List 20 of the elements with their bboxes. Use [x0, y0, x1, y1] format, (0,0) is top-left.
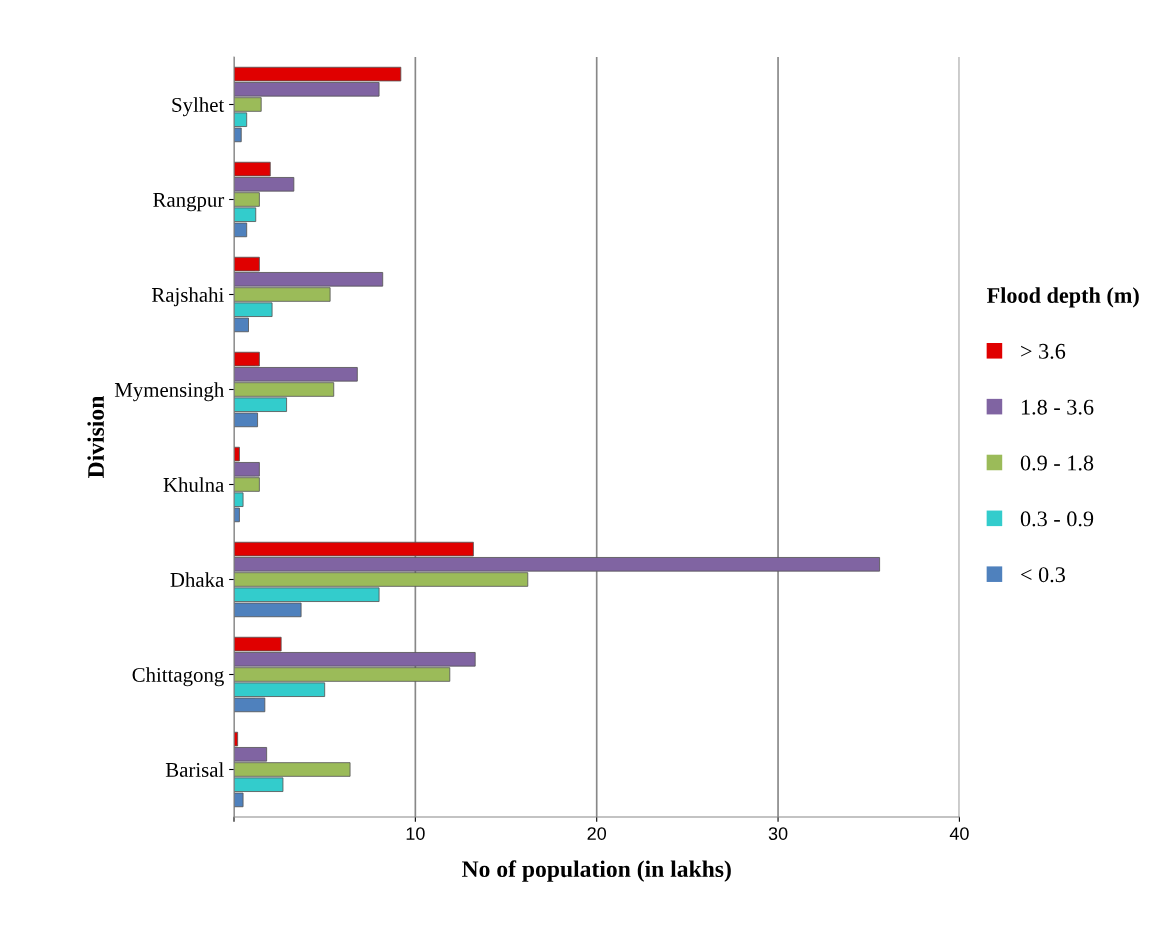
y-tick-label: Barisal [165, 762, 224, 777]
legend-label: 1.8 - 3.6 [1021, 399, 1094, 415]
y-tick-label: Mymensingh [114, 382, 224, 402]
y-tick-label: Rajshahi [151, 287, 224, 307]
legend-label: 0.9 - 1.8 [1020, 455, 1094, 471]
y-tick-label: Sylhet [172, 97, 225, 117]
x-tick-label: 10 [406, 827, 425, 840]
x-axis-title: No of population (in lakhs) [462, 860, 731, 882]
legend-label: < 0.3 [1021, 567, 1065, 583]
legend-label: > 3.6 [1021, 343, 1066, 359]
x-tick-label: 30 [768, 827, 788, 840]
y-tick-label: Dhaka [170, 572, 224, 587]
legend-label: 0.3 - 0.9 [1020, 511, 1094, 527]
x-tick-label: 20 [587, 827, 607, 840]
y-tick-label: Khulna [163, 477, 224, 492]
x-tick-label: 40 [949, 827, 969, 840]
legend-title: Flood depth (m) [987, 287, 1139, 308]
y-tick-label: Rangpur [153, 193, 225, 212]
y-axis-title: Division [87, 396, 104, 478]
y-tick-label: Chittagong [132, 667, 224, 687]
